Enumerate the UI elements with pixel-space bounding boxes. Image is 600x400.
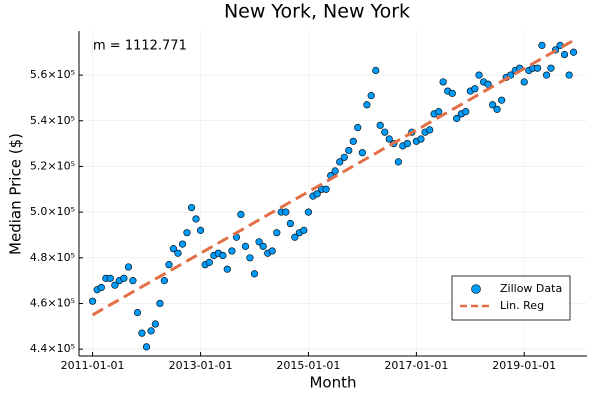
data-point bbox=[462, 108, 470, 116]
data-point bbox=[250, 270, 259, 278]
x-tick-label: 2013-01-01 bbox=[169, 359, 233, 372]
data-point bbox=[439, 78, 447, 86]
data-point bbox=[237, 210, 245, 218]
data-point bbox=[403, 139, 411, 148]
legend-box bbox=[451, 275, 571, 321]
data-point bbox=[291, 233, 299, 241]
data-point bbox=[448, 89, 456, 97]
y-tick-label: 4.6×10⁵ bbox=[30, 296, 75, 309]
data-point bbox=[282, 208, 290, 216]
data-point bbox=[156, 299, 164, 308]
data-point bbox=[385, 135, 393, 143]
data-point bbox=[367, 92, 375, 100]
data-point bbox=[120, 274, 128, 282]
data-point bbox=[219, 251, 227, 260]
y-tick-label: 5.2×10⁵ bbox=[30, 159, 75, 172]
data-point bbox=[542, 71, 551, 79]
data-point bbox=[435, 108, 443, 116]
data-point bbox=[349, 137, 357, 145]
data-point bbox=[394, 158, 402, 166]
data-point bbox=[565, 71, 573, 79]
data-point bbox=[228, 247, 236, 255]
data-point bbox=[376, 121, 384, 129]
y-tick-label: 5.6×10⁵ bbox=[30, 68, 75, 81]
data-point bbox=[255, 238, 263, 246]
data-point bbox=[111, 281, 119, 289]
data-point bbox=[569, 48, 578, 56]
data-point bbox=[489, 101, 497, 109]
data-point bbox=[313, 190, 321, 198]
data-point bbox=[97, 283, 105, 292]
data-point bbox=[304, 208, 313, 216]
data-point bbox=[151, 320, 159, 328]
data-point bbox=[246, 254, 254, 262]
data-point bbox=[381, 128, 389, 136]
data-point bbox=[538, 41, 546, 49]
data-point bbox=[160, 277, 168, 285]
data-point bbox=[547, 64, 555, 72]
data-point bbox=[453, 114, 461, 123]
data-point bbox=[183, 229, 191, 237]
data-point bbox=[493, 105, 501, 113]
legend-label: Zillow Data bbox=[500, 282, 562, 295]
chart-title: New York, New York bbox=[224, 1, 410, 23]
data-point bbox=[372, 66, 380, 75]
data-point bbox=[142, 343, 151, 351]
data-point bbox=[259, 242, 267, 250]
x-tick-label: 2011-01-01 bbox=[61, 359, 125, 372]
data-point bbox=[178, 240, 187, 248]
data-point bbox=[129, 277, 137, 285]
data-point bbox=[336, 158, 344, 166]
y-axis-label: Median Price ($) bbox=[7, 133, 25, 255]
data-point bbox=[192, 215, 200, 223]
y-tick-label: 5.0×10⁵ bbox=[30, 205, 75, 218]
data-point bbox=[471, 85, 479, 93]
data-point bbox=[322, 185, 330, 193]
data-point bbox=[300, 226, 308, 234]
data-point bbox=[196, 226, 205, 234]
data-point bbox=[331, 167, 339, 175]
data-point bbox=[241, 242, 250, 250]
data-point bbox=[533, 64, 542, 72]
data-point bbox=[358, 149, 366, 157]
data-point bbox=[520, 78, 528, 86]
data-point bbox=[124, 263, 133, 271]
data-point bbox=[273, 229, 281, 237]
data-point bbox=[345, 146, 353, 155]
data-point bbox=[106, 274, 114, 282]
data-point bbox=[138, 329, 146, 337]
data-point bbox=[354, 124, 362, 132]
grid bbox=[79, 31, 587, 356]
data-point bbox=[147, 327, 155, 335]
y-tick-label: 4.8×10⁵ bbox=[30, 251, 75, 264]
data-point bbox=[417, 135, 425, 143]
y-tick-label: 4.4×10⁵ bbox=[30, 342, 75, 355]
data-point bbox=[475, 71, 483, 79]
data-point bbox=[88, 297, 97, 305]
data-point bbox=[223, 265, 231, 273]
data-point bbox=[426, 126, 434, 134]
data-point bbox=[165, 261, 173, 269]
regression-line bbox=[91, 39, 575, 317]
x-tick-label: 2015-01-01 bbox=[276, 359, 340, 372]
data-point bbox=[174, 249, 182, 257]
x-axis-label: Month bbox=[309, 374, 356, 392]
y-tick-label: 5.4×10⁵ bbox=[30, 114, 75, 127]
data-point bbox=[498, 96, 506, 104]
annotation: m = 1112.771 bbox=[93, 39, 187, 54]
x-tick-label: 2017-01-01 bbox=[384, 359, 448, 372]
legend-label: Lin. Reg bbox=[500, 299, 544, 312]
data-point bbox=[363, 101, 371, 109]
data-point bbox=[268, 247, 276, 255]
x-tick-label: 2019-01-01 bbox=[492, 359, 556, 372]
legend-marker bbox=[471, 284, 481, 294]
data-point bbox=[560, 50, 569, 59]
data-point bbox=[169, 245, 177, 253]
data-point bbox=[187, 203, 196, 212]
data-point bbox=[133, 309, 142, 317]
data-point bbox=[286, 219, 294, 228]
data-point bbox=[340, 153, 348, 161]
data-point bbox=[205, 258, 213, 266]
